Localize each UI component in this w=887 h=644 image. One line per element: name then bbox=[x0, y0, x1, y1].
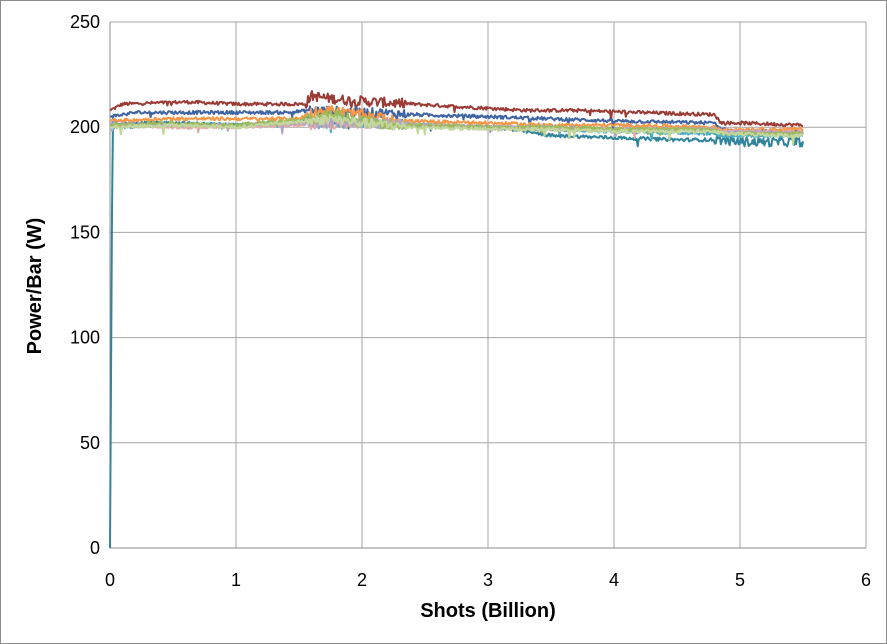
series-line bbox=[109, 114, 804, 549]
y-tick-label: 200 bbox=[70, 117, 100, 137]
series-layer bbox=[109, 90, 804, 549]
grid-layer bbox=[109, 21, 867, 549]
x-tick-label: 5 bbox=[735, 570, 745, 590]
x-tick-label: 4 bbox=[609, 570, 619, 590]
y-tick-label: 150 bbox=[70, 222, 100, 242]
x-axis-title: Shots (Billion) bbox=[420, 600, 556, 622]
y-tick-label: 50 bbox=[80, 433, 100, 453]
y-axis-title: Power/Bar (W) bbox=[24, 218, 46, 355]
x-tick-label: 0 bbox=[105, 570, 115, 590]
series-line bbox=[109, 114, 804, 146]
y-tick-label: 100 bbox=[70, 328, 100, 348]
y-tick-label: 0 bbox=[90, 538, 100, 558]
x-tick-label: 3 bbox=[483, 570, 493, 590]
tick-labels: 0 50 100 150 200 250 0 1 2 3 4 5 6 bbox=[70, 12, 871, 590]
x-tick-label: 6 bbox=[861, 570, 871, 590]
series-line bbox=[109, 105, 804, 137]
series-line bbox=[109, 90, 804, 128]
x-tick-label: 2 bbox=[357, 570, 367, 590]
x-tick-label: 1 bbox=[231, 570, 241, 590]
y-tick-label: 250 bbox=[70, 12, 100, 32]
